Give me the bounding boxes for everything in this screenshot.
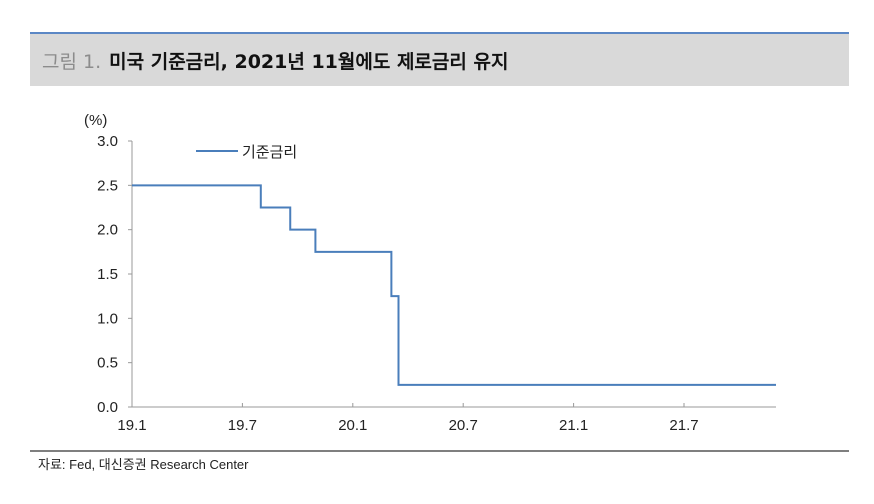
bottom-rule xyxy=(30,450,849,452)
y-tick-label: 0.0 xyxy=(97,399,118,416)
y-axis-label: (%) xyxy=(84,112,107,129)
x-tick-label: 19.1 xyxy=(117,417,146,434)
y-tick-label: 2.0 xyxy=(97,222,118,239)
legend-label: 기준금리 xyxy=(242,144,297,161)
y-tick-label: 3.0 xyxy=(97,133,118,150)
title-text: 미국 기준금리, 2021년 11월에도 제로금리 유지 xyxy=(109,51,509,73)
y-tick-label: 2.5 xyxy=(97,177,118,194)
source-note: 자료: Fed, 대신증권 Research Center xyxy=(38,457,249,472)
y-tick-label: 1.5 xyxy=(97,266,118,283)
x-tick-label: 20.7 xyxy=(449,417,478,434)
x-tick-label: 21.7 xyxy=(669,417,698,434)
figure-label: 그림 1. xyxy=(42,51,102,73)
title-bar: 그림 1. 미국 기준금리, 2021년 11월에도 제로금리 유지 xyxy=(30,34,849,86)
y-tick-label: 1.0 xyxy=(97,310,118,327)
chart-title: 그림 1. 미국 기준금리, 2021년 11월에도 제로금리 유지 xyxy=(42,47,508,74)
series-line-기준금리 xyxy=(132,184,776,386)
x-tick-label: 20.1 xyxy=(338,417,367,434)
y-tick-label: 0.5 xyxy=(97,355,118,372)
x-tick-label: 21.1 xyxy=(559,417,588,434)
x-tick-label: 19.7 xyxy=(228,417,257,434)
legend: 기준금리 xyxy=(196,144,297,161)
top-rule xyxy=(30,32,849,34)
